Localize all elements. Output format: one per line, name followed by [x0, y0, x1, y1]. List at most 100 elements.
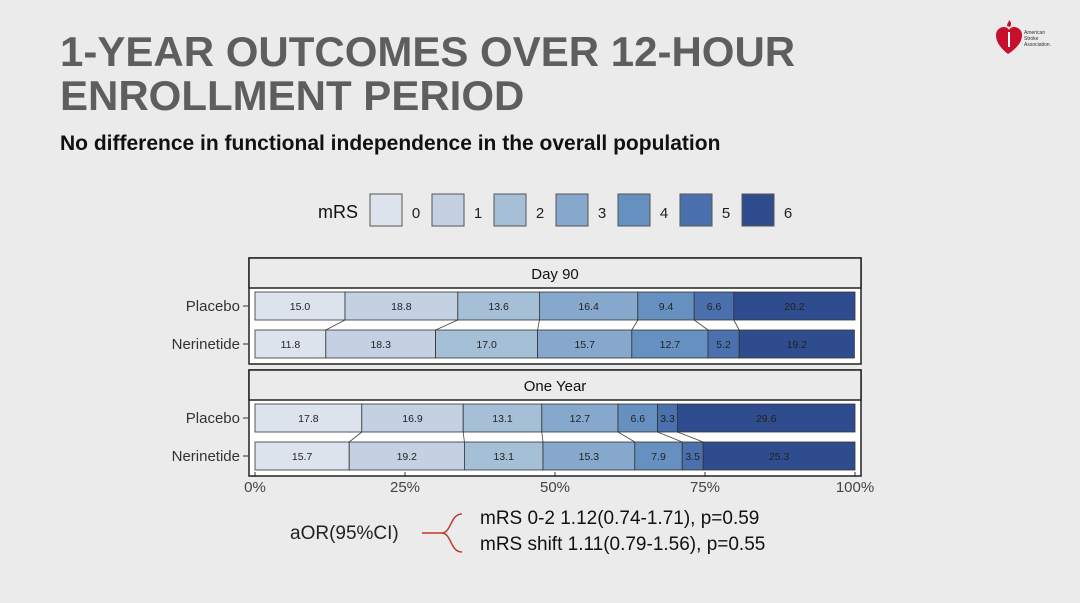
legend-label-0: 0 — [412, 205, 420, 222]
data-label-0-0-4: 9.4 — [659, 301, 674, 313]
data-label-0-1-6: 19.2 — [787, 339, 808, 351]
data-label-1-1-4: 7.9 — [651, 451, 666, 463]
bar-segment-1-0-0 — [254, 403, 363, 433]
legend-swatch-0 — [369, 193, 403, 227]
bar-segment-1-1-0 — [254, 441, 350, 471]
data-label-1-0-5: 3.3 — [660, 413, 675, 425]
x-tick-label-2: 50% — [540, 479, 570, 496]
connector-line-0-2 — [435, 319, 458, 331]
connector-line-1-1 — [348, 431, 363, 443]
title-line-1: 1-YEAR OUTCOMES OVER 12-HOUR — [60, 28, 796, 75]
data-label-1-0-4: 6.6 — [630, 413, 645, 425]
data-label-0-1-5: 5.2 — [716, 339, 731, 351]
slide-subtitle: No difference in functional independence… — [60, 132, 721, 155]
bar-segment-1-0-2 — [462, 403, 543, 433]
data-label-0-1-0: 11.8 — [281, 339, 301, 351]
data-label-1-0-3: 12.7 — [570, 413, 591, 425]
bar-segment-1-0-3 — [541, 403, 619, 433]
data-label-0-0-3: 16.4 — [578, 301, 599, 313]
bar-segment-1-1-6 — [702, 441, 856, 471]
row-label-1-1: Nerinetide — [172, 448, 240, 465]
legend-swatch-4 — [617, 193, 651, 227]
legend-title: mRS — [318, 202, 358, 222]
brace-icon — [422, 513, 463, 553]
x-tick-label-1: 25% — [390, 479, 420, 496]
row-label-1-0: Placebo — [186, 410, 240, 427]
bar-segment-0-1-3 — [537, 329, 633, 359]
data-label-0-0-2: 13.6 — [488, 301, 509, 313]
data-label-1-1-2: 13.1 — [493, 451, 514, 463]
row-label-0-1: Nerinetide — [172, 336, 240, 353]
data-label-0-1-1: 18.3 — [370, 339, 391, 351]
connector-line-1-3 — [541, 431, 544, 443]
slide-title: 1-YEAR OUTCOMES OVER 12-HOUR ENROLLMENT … — [60, 30, 960, 118]
data-label-1-1-5: 3.5 — [685, 451, 700, 463]
x-tick-label-3: 75% — [690, 479, 720, 496]
heart-torch-logo-icon — [996, 20, 1022, 54]
aor-label: aOR(95%CI) — [290, 523, 399, 544]
bar-segment-0-0-0 — [254, 291, 346, 321]
data-label-0-0-1: 18.8 — [391, 301, 412, 313]
data-label-1-1-3: 15.3 — [579, 451, 600, 463]
title-line-2: ENROLLMENT PERIOD — [60, 72, 525, 119]
bar-segment-0-0-6 — [733, 291, 856, 321]
legend-label-5: 5 — [722, 205, 730, 222]
data-label-1-0-1: 16.9 — [402, 413, 423, 425]
bar-segment-0-1-5 — [707, 329, 740, 359]
aor-line-mrs02: mRS 0-2 1.12(0.74-1.71), p=0.59 — [480, 508, 760, 529]
bar-segment-0-1-6 — [738, 329, 855, 359]
bar-segment-0-0-1 — [344, 291, 459, 321]
data-label-0-0-5: 6.6 — [707, 301, 722, 313]
bar-segment-0-1-4 — [631, 329, 709, 359]
data-label-1-0-0: 17.8 — [298, 413, 319, 425]
connector-line-1-2 — [462, 431, 465, 443]
bar-segment-0-0-5 — [693, 291, 735, 321]
data-label-1-0-6: 29.6 — [756, 413, 777, 425]
connector-line-1-5 — [657, 431, 683, 443]
legend-swatch-1 — [431, 193, 465, 227]
data-label-0-1-2: 17.0 — [476, 339, 497, 351]
data-label-1-1-1: 19.2 — [397, 451, 418, 463]
legend-swatch-5 — [679, 193, 713, 227]
legend-label-6: 6 — [784, 205, 792, 222]
x-tick-label-0: 0% — [244, 479, 266, 496]
legend-swatch-6 — [741, 193, 775, 227]
legend-swatch-2 — [493, 193, 527, 227]
bar-segment-1-1-1 — [348, 441, 465, 471]
row-label-0-0: Placebo — [186, 298, 240, 315]
legend-label-4: 4 — [660, 205, 668, 222]
bar-segment-1-0-4 — [617, 403, 658, 433]
data-label-1-0-2: 13.1 — [492, 413, 513, 425]
data-label-0-0-6: 20.2 — [784, 301, 805, 313]
bar-segment-1-1-3 — [542, 441, 636, 471]
data-label-1-1-6: 25.3 — [769, 451, 790, 463]
bar-segment-1-1-2 — [463, 441, 544, 471]
panel-title-1: One Year — [524, 378, 587, 395]
bar-segment-1-0-1 — [361, 403, 464, 433]
legend-swatch-3 — [555, 193, 589, 227]
data-label-0-0-0: 15.0 — [290, 301, 311, 313]
legend-label-1: 1 — [474, 205, 482, 222]
panel-title-0: Day 90 — [531, 266, 579, 283]
aor-line-mrs-shift: mRS shift 1.11(0.79-1.56), p=0.55 — [480, 534, 766, 555]
bar-segment-1-1-4 — [634, 441, 683, 471]
data-label-0-1-4: 12.7 — [660, 339, 681, 351]
data-label-1-1-0: 15.7 — [292, 451, 313, 463]
legend-label-2: 2 — [536, 205, 544, 222]
connector-line-0-5 — [693, 319, 709, 331]
x-tick-label-4: 100% — [836, 479, 874, 496]
legend-label-3: 3 — [598, 205, 606, 222]
bar-segment-0-1-1 — [325, 329, 436, 359]
bar-segment-1-0-6 — [677, 403, 856, 433]
connector-line-1-4 — [617, 431, 636, 443]
panel-header-1 — [248, 369, 862, 401]
logo-text: American Stroke Association. — [1024, 30, 1051, 48]
bar-segment-0-1-0 — [254, 329, 327, 359]
connector-line-0-3 — [537, 319, 540, 331]
panel-header-0 — [248, 257, 862, 289]
bar-segment-0-0-3 — [539, 291, 639, 321]
connector-line-1-6 — [677, 431, 704, 443]
connector-line-0-4 — [631, 319, 639, 331]
data-label-0-1-3: 15.7 — [574, 339, 595, 351]
